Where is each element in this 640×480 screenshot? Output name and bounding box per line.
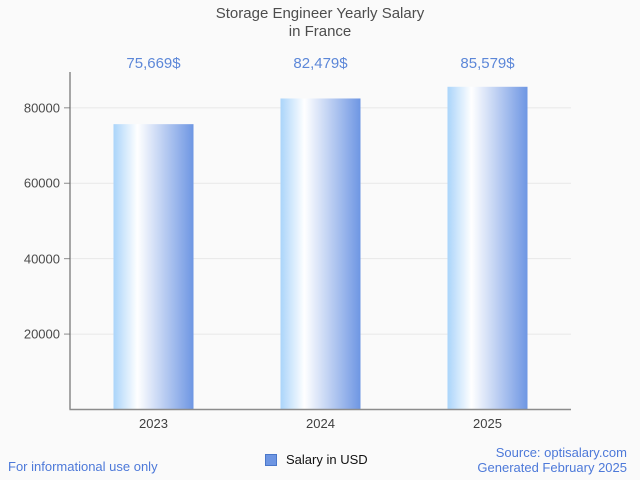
- x-tick-label-2023: 2023: [139, 416, 168, 431]
- source-text: Source: optisalary.com: [495, 445, 627, 460]
- x-tick-label-2025: 2025: [473, 416, 502, 431]
- bar-value-label-1: 75,669$: [126, 55, 181, 72]
- generated-text: Generated February 2025: [477, 460, 627, 475]
- bar-2024: [280, 98, 361, 410]
- source-block: Source: optisalary.com Generated Februar…: [477, 445, 627, 475]
- bar-value-label-2: 82,479$: [293, 55, 348, 72]
- legend-swatch-icon: [265, 453, 277, 466]
- y-tick-label-80000: 80000: [23, 100, 60, 116]
- y-tick-label-40000: 40000: [23, 251, 60, 267]
- legend: Salary in USD: [265, 452, 368, 467]
- bar-2025: [447, 86, 528, 410]
- disclaimer-text: For informational use only: [8, 459, 158, 474]
- bar-2023: [113, 124, 194, 410]
- chart-title: Storage Engineer Yearly Salary in France: [0, 5, 640, 41]
- x-tick-label-2024: 2024: [306, 416, 335, 431]
- chart-title-line-2: in France: [288, 23, 352, 40]
- legend-label: Salary in USD: [286, 452, 368, 467]
- bar-value-label-3: 85,579$: [460, 55, 515, 72]
- y-tick-label-60000: 60000: [23, 175, 60, 191]
- y-tick-label-20000: 20000: [23, 326, 60, 342]
- chart-title-line-1: Storage Engineer Yearly Salary: [215, 5, 425, 22]
